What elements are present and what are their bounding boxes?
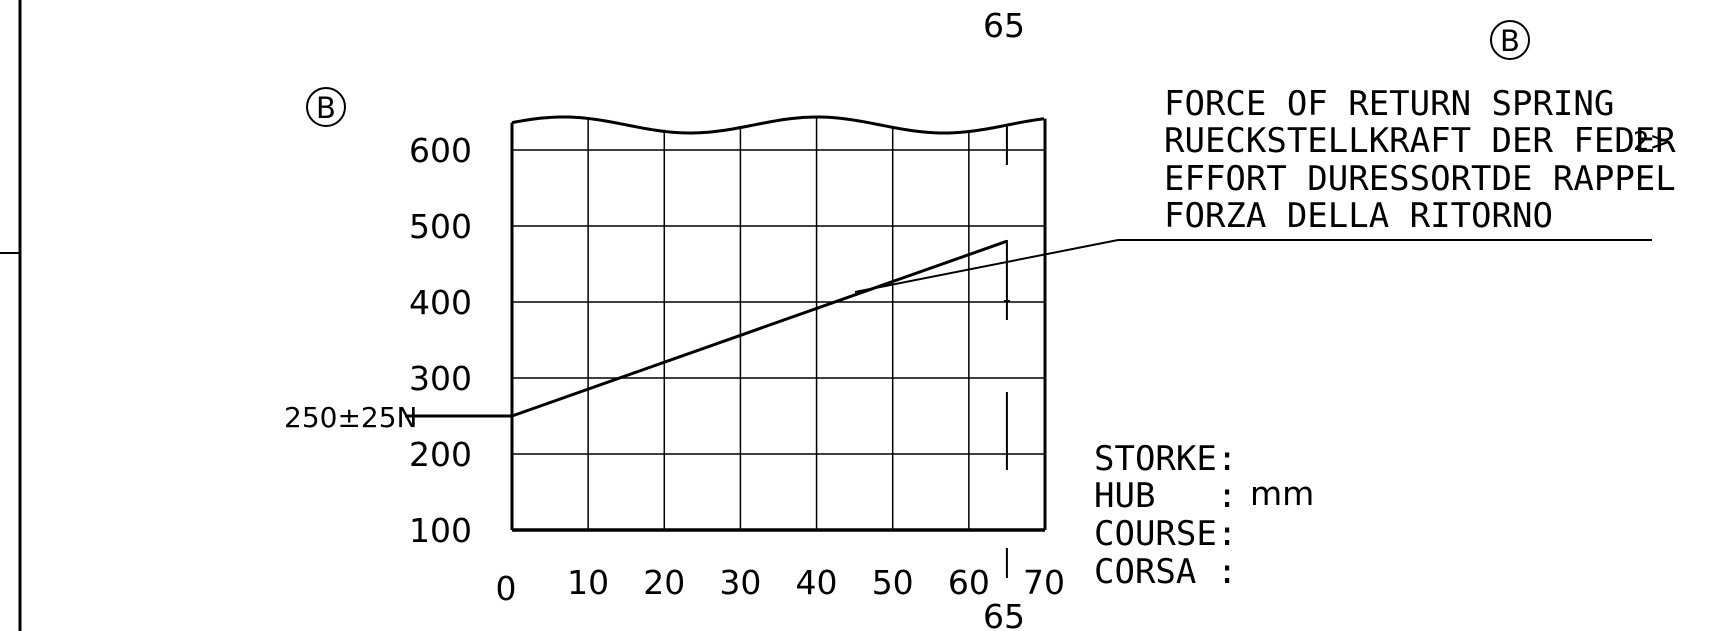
stroke-value-bottom: 65 — [983, 597, 1025, 631]
x-tick-label: 50 — [872, 563, 914, 602]
legend-line-2: RUECKSTELLKRAFT DER FEDER — [1164, 121, 1676, 161]
stroke-label-3: COURSE: — [1094, 514, 1237, 554]
section-marker-left: B — [306, 87, 346, 127]
x-tick-label: 20 — [643, 563, 685, 602]
section-marker-right: B — [1490, 20, 1530, 60]
series-line — [511, 239, 1008, 418]
drawing-frame — [0, 0, 22, 631]
start-value-label: 250±25N — [284, 401, 417, 434]
series-group — [511, 239, 1008, 418]
stroke-note: STORKE: HUB : mm COURSE: CORSA : — [1094, 439, 1314, 592]
stroke-value-top: 65 — [983, 6, 1025, 45]
stroke-unit: mm — [1250, 474, 1314, 513]
stroke-label-4: CORSA : — [1094, 552, 1237, 592]
x-tick-label: 30 — [719, 563, 761, 602]
stroke-marker — [1003, 125, 1010, 578]
callout-leader — [854, 239, 1652, 293]
svg-text:B: B — [1500, 24, 1520, 58]
stroke-label-2: HUB : — [1094, 476, 1237, 516]
legend-line-4: FORZA DELLA RITORNO — [1164, 196, 1553, 236]
y-tick-label: 500 — [409, 207, 472, 246]
legend-ref: 2> — [1633, 127, 1671, 157]
legend-note: FORCE OF RETURN SPRING RUECKSTELLKRAFT D… — [1164, 84, 1676, 236]
x-tick-label: 10 — [567, 563, 609, 602]
x-axis-ticks: 0 10 20 30 40 50 60 70 — [496, 563, 1066, 608]
x-tick-label: 60 — [948, 563, 990, 602]
frame-top-break — [511, 115, 1045, 135]
y-tick-label: 600 — [409, 131, 472, 170]
x-tick-label: 0 — [496, 569, 517, 608]
x-tick-label: 70 — [1023, 563, 1065, 602]
y-tick-label: 300 — [409, 359, 472, 398]
x-tick-label: 40 — [796, 563, 838, 602]
y-tick-label: 100 — [409, 511, 472, 550]
legend-line-3: EFFORT DURESSORTDE RAPPEL — [1164, 159, 1676, 199]
svg-text:B: B — [316, 91, 336, 125]
stroke-label-1: STORKE: — [1094, 439, 1237, 479]
y-axis-ticks: 100 200 300 400 500 600 — [409, 131, 472, 550]
chart-frame — [510, 115, 1047, 532]
y-tick-label: 200 — [409, 435, 472, 474]
y-tick-label: 400 — [409, 283, 472, 322]
legend-line-1: FORCE OF RETURN SPRING — [1164, 84, 1614, 124]
chart-grid — [512, 117, 1045, 530]
